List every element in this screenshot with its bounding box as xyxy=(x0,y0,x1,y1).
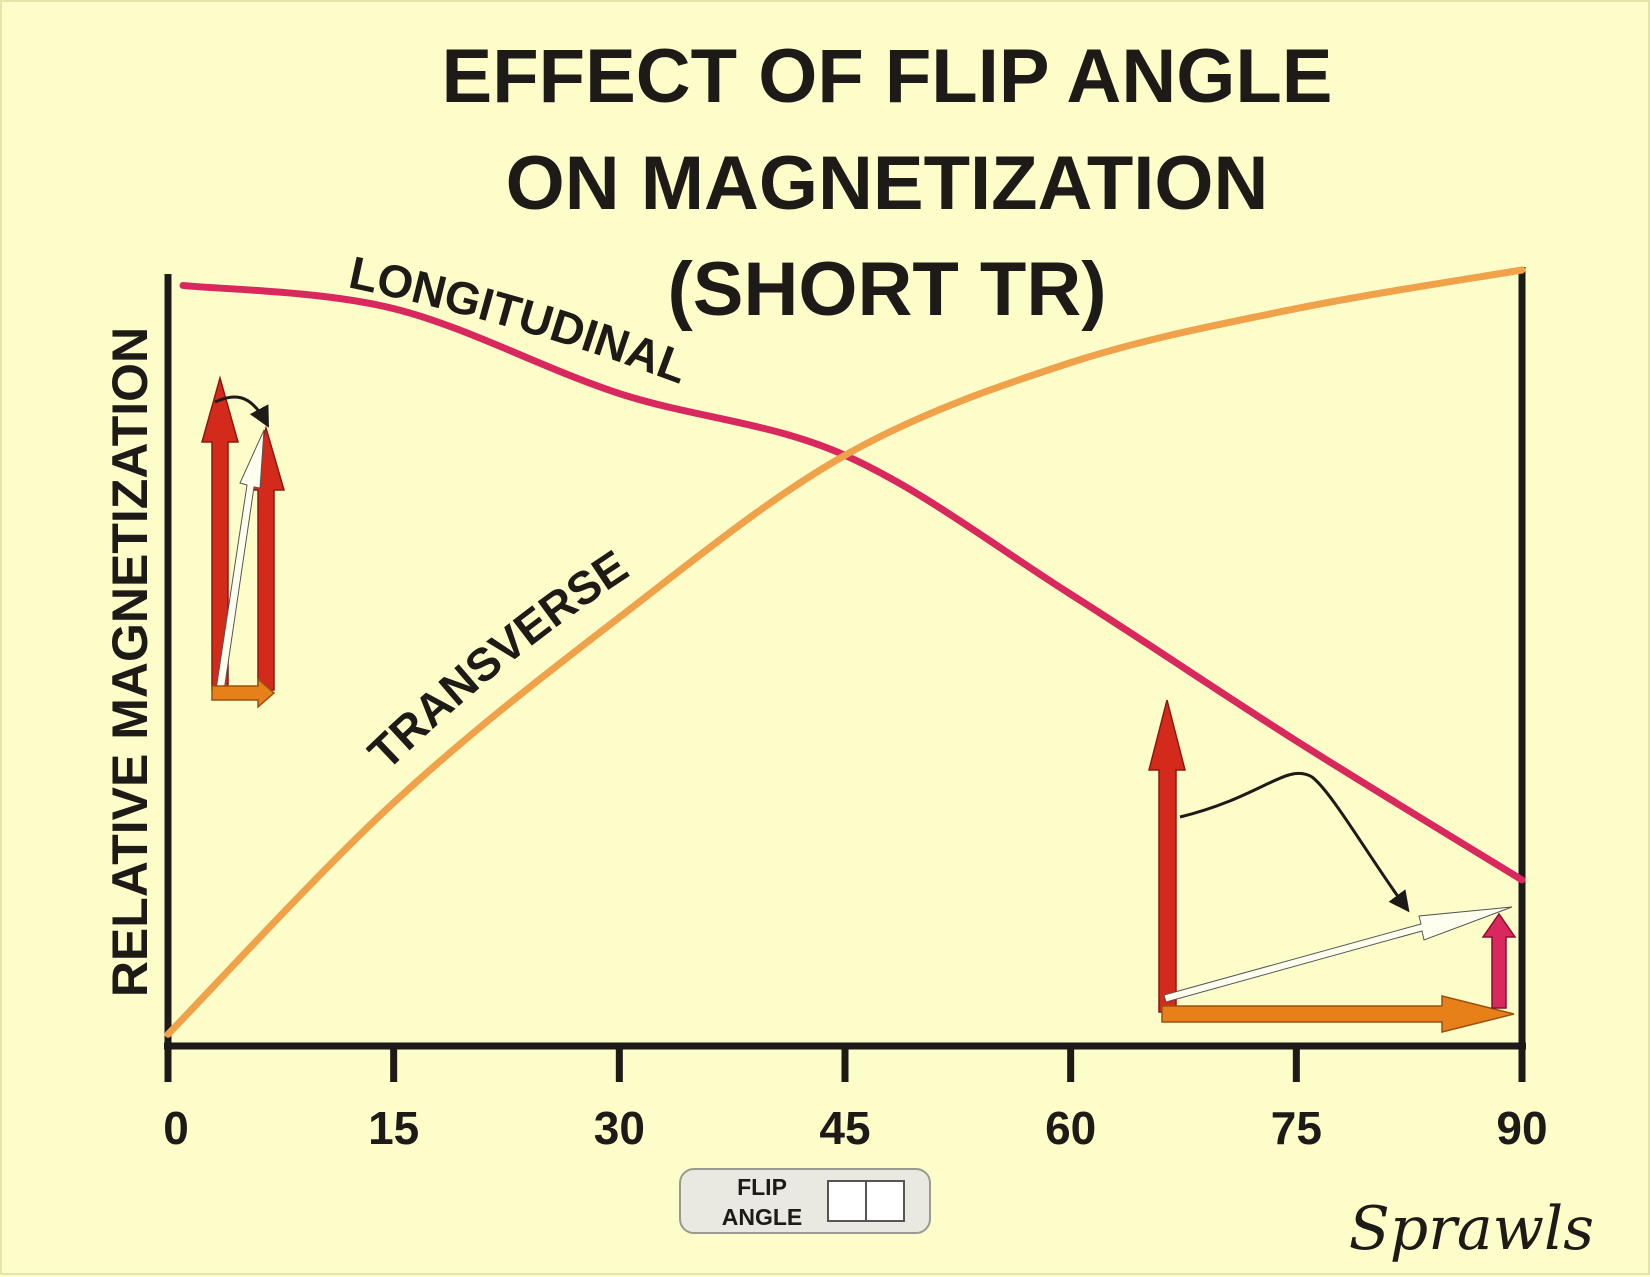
longitudinal-label-text: LONGITUDINAL xyxy=(345,246,695,394)
flip-angle-step-button-2[interactable] xyxy=(865,1180,905,1222)
series-line-longitudinal xyxy=(179,281,1526,884)
flip-angle-label-line-2: ANGLE xyxy=(722,1204,803,1230)
chart-title-line-1: EFFECT OF FLIP ANGLE xyxy=(442,34,1333,119)
x-tick-label-45: 45 xyxy=(819,1102,870,1154)
y-axis-title: RELATIVE MAGNETIZATION xyxy=(102,327,158,997)
x-tick-label-75: 75 xyxy=(1271,1102,1322,1154)
large-residual-longitudinal-vector xyxy=(1481,912,1517,1009)
large-rotation-arrow xyxy=(1179,771,1410,913)
x-tick-label-60: 60 xyxy=(1045,1102,1096,1154)
x-tick-label-0: 0 xyxy=(163,1102,189,1154)
longitudinal-label: LONGITUDINAL xyxy=(345,246,695,394)
transverse-label: TRANSVERSE xyxy=(358,540,637,779)
author-signature: Sprawls xyxy=(1349,1194,1594,1264)
small-transverse-vector xyxy=(211,677,276,709)
large-longitudinal-vector xyxy=(1148,699,1186,1013)
flip-angle-step-button-1[interactable] xyxy=(827,1180,867,1222)
flip-angle-control[interactable]: FLIP ANGLE xyxy=(679,1168,931,1234)
x-tick-label-30: 30 xyxy=(594,1102,645,1154)
x-ticks: 0 15 30 45 60 75 90 xyxy=(163,1046,1548,1154)
small-longitudinal-vector xyxy=(201,375,239,691)
large-transverse-vector xyxy=(1161,995,1515,1033)
large-flip-vector-diagram xyxy=(1148,699,1517,1033)
large-net-vector xyxy=(1163,906,1513,1003)
series-line-transverse xyxy=(164,266,1526,1038)
small-rotation-arrow xyxy=(214,395,269,428)
small-flip-vector-diagram xyxy=(201,375,285,709)
small-net-vector xyxy=(215,429,265,692)
transverse-label-text: TRANSVERSE xyxy=(358,540,637,779)
x-tick-label-90: 90 xyxy=(1496,1102,1547,1154)
series-lines xyxy=(164,266,1526,1038)
flip-angle-label-line-1: FLIP xyxy=(737,1174,787,1200)
chart-title-line-3: (SHORT TR) xyxy=(667,247,1106,332)
x-tick-label-15: 15 xyxy=(368,1102,419,1154)
chart-title-line-2: ON MAGNETIZATION xyxy=(506,141,1269,226)
